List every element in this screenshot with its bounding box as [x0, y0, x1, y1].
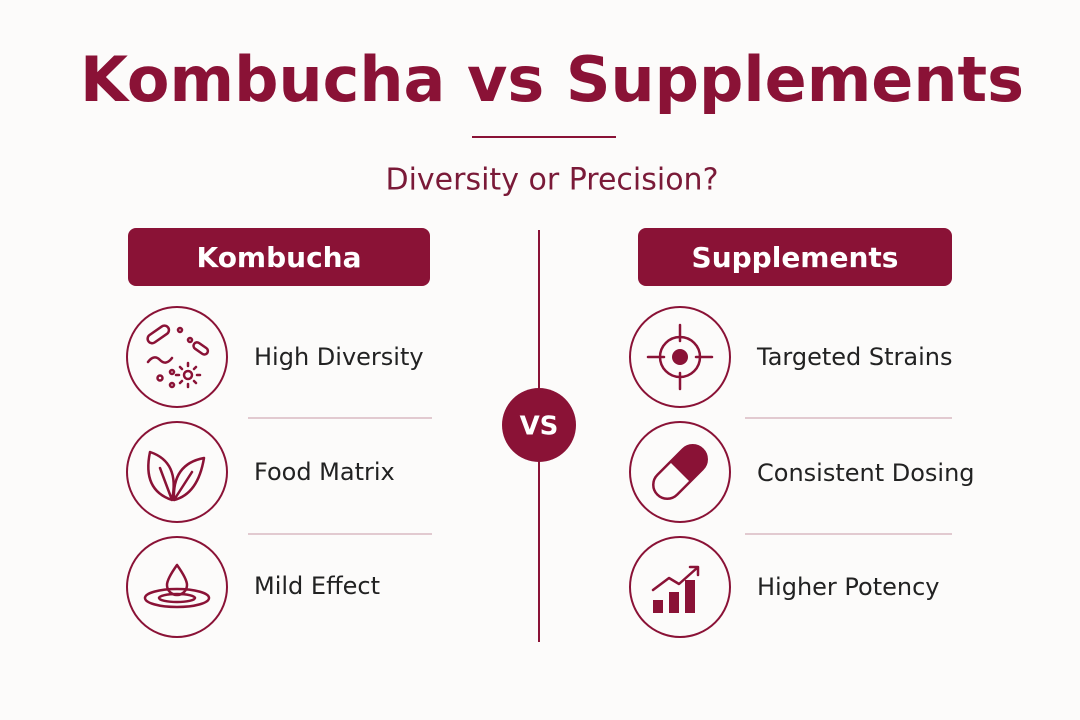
column-header: Supplements	[692, 241, 899, 274]
column-header-box	[128, 228, 430, 286]
icon-microbes	[126, 306, 228, 408]
icon-drop	[126, 536, 228, 638]
icon-pill	[629, 421, 731, 523]
icon-growth	[629, 536, 731, 638]
item-label: Higher Potency	[757, 573, 940, 601]
vs-badge	[502, 388, 576, 462]
icon-target	[629, 306, 731, 408]
item-label: Mild Effect	[254, 572, 380, 600]
column-header-box	[638, 228, 952, 286]
column-header: Kombucha	[196, 241, 361, 274]
item-label: Targeted Strains	[756, 343, 952, 371]
item-label: High Diversity	[254, 343, 424, 371]
item-label: Consistent Dosing	[757, 459, 975, 487]
title: Kombucha vs Supplements	[80, 43, 1024, 116]
item-label: Food Matrix	[254, 458, 395, 486]
icon-leaves	[126, 421, 228, 523]
subtitle: Diversity or Precision?	[385, 163, 718, 198]
vs-label: VS	[520, 412, 559, 442]
